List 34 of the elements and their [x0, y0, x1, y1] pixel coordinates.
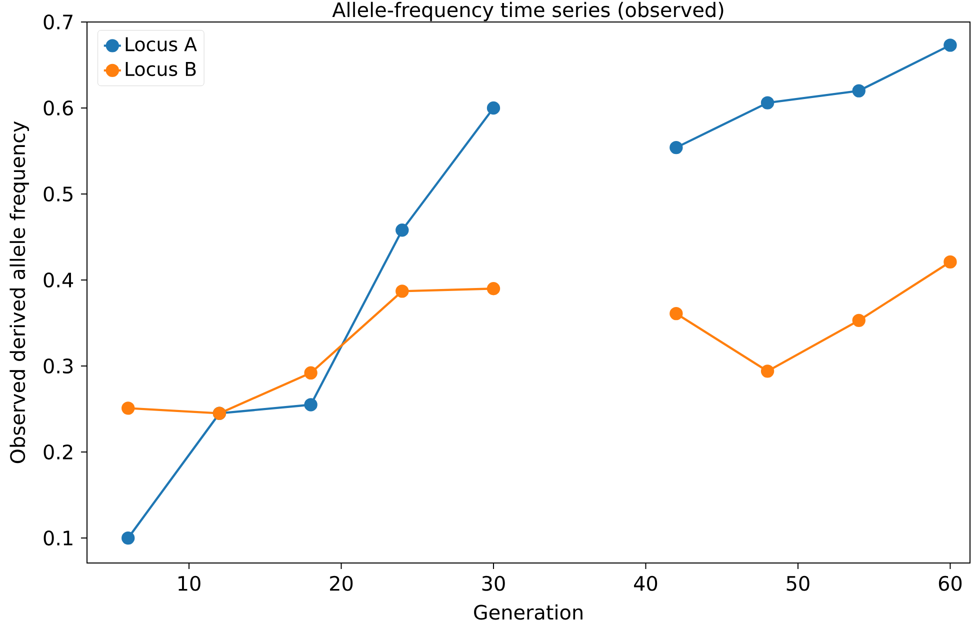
y-tick-label: 0.5: [44, 186, 72, 202]
point: [486, 101, 500, 115]
point: [760, 96, 774, 110]
point: [122, 531, 135, 545]
chart-title: Allele-frequency time series (observed): [332, 2, 724, 22]
point: [304, 366, 318, 380]
y-tick-label: 0.6: [44, 100, 73, 116]
y-tick-label: 0.4: [44, 272, 74, 288]
point: [396, 224, 409, 237]
point: [304, 398, 318, 412]
x-tick-label: 20: [330, 576, 353, 591]
y-tick-label: 0.3: [44, 358, 73, 374]
point: [944, 255, 957, 269]
x-tick-label: 10: [178, 576, 200, 591]
point: [852, 84, 866, 98]
legend-label: Locus A: [126, 37, 197, 52]
point: [486, 282, 500, 296]
point: [670, 306, 683, 320]
x-tick-label: 60: [938, 576, 962, 591]
y-tick-label: 0.7: [44, 14, 72, 30]
x-axis-title: Generation: [474, 604, 582, 620]
y-axis-title: Observed derived allele frequency: [10, 121, 29, 464]
point: [670, 140, 683, 154]
legend-label: Locus B: [126, 62, 196, 76]
x-tick-label: 40: [634, 576, 658, 591]
y-tick-label: 0.2: [44, 444, 72, 460]
x-tick-label: 50: [786, 576, 810, 591]
point: [852, 314, 866, 328]
point: [944, 38, 957, 52]
x-tick-label: 30: [482, 576, 505, 591]
point: [396, 284, 409, 298]
point: [760, 364, 774, 378]
point: [122, 402, 135, 415]
y-tick-label: 0.1: [44, 530, 72, 546]
